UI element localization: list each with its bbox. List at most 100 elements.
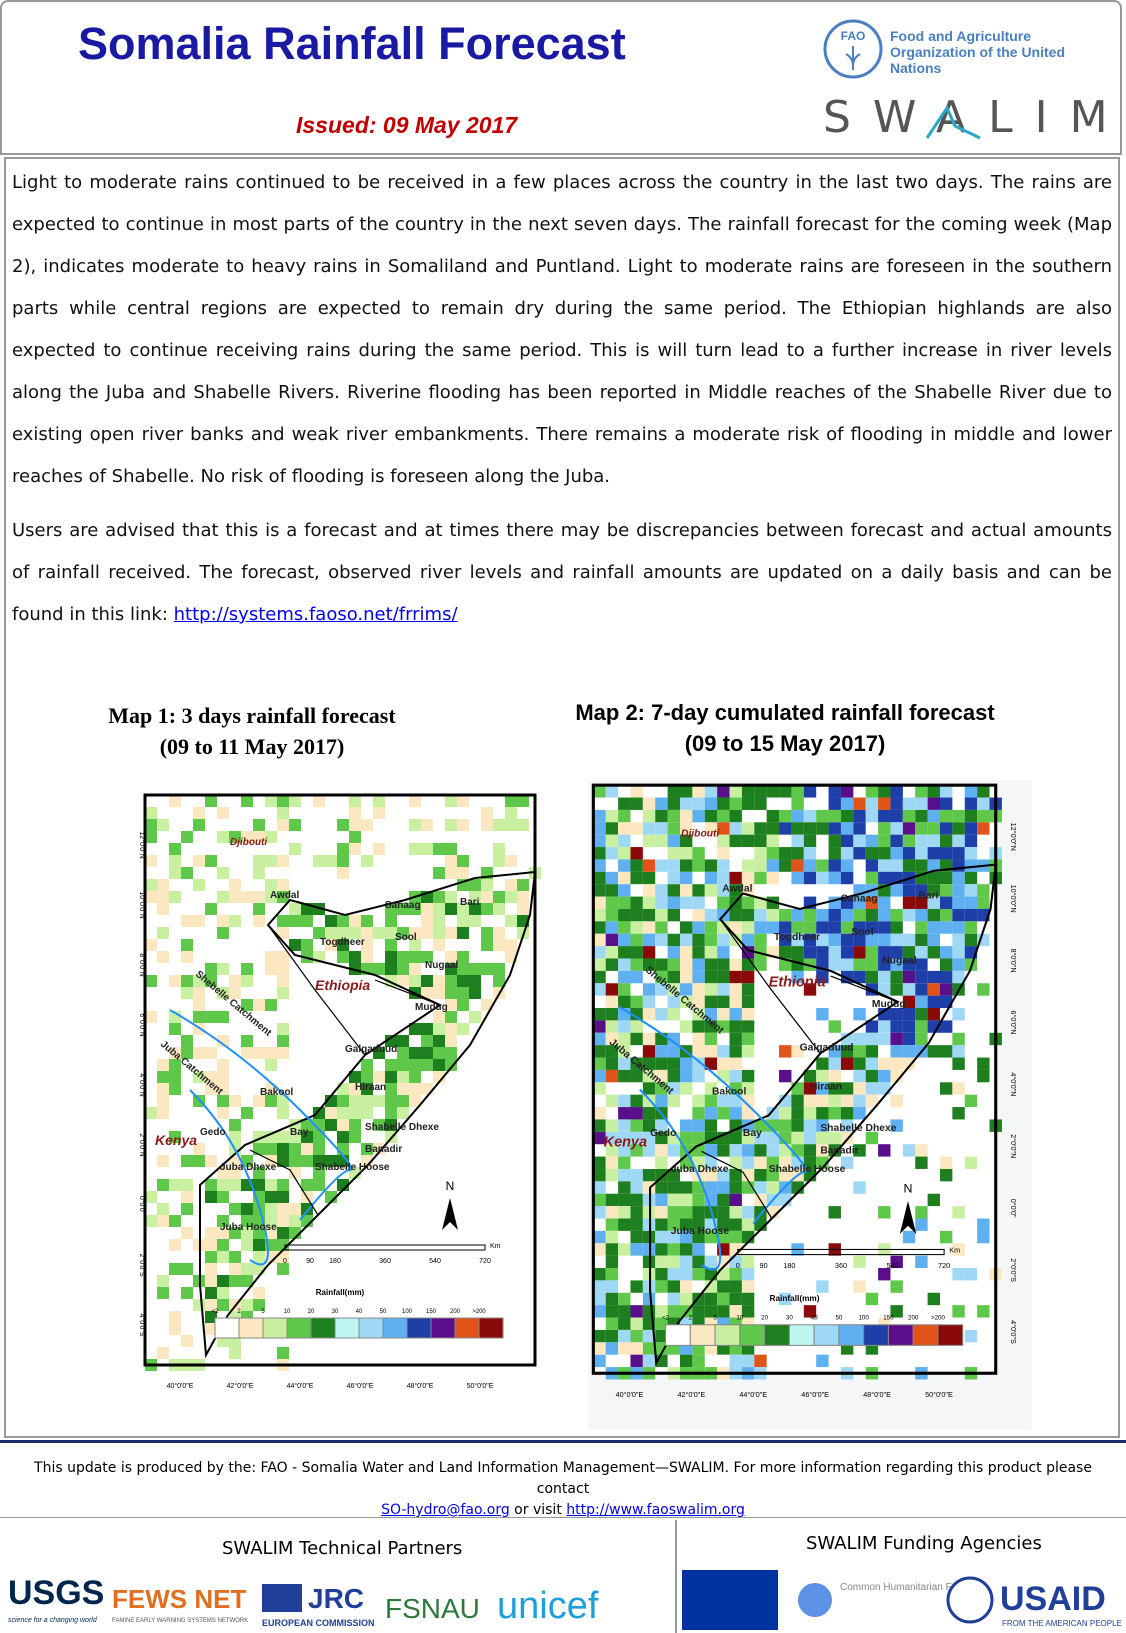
email-link[interactable]: SO-hydro@fao.org [381,1502,510,1518]
rain-cell [890,1094,903,1108]
rain-cell [217,1275,229,1287]
place-label: Kenya [604,1134,647,1150]
rain-cell [301,1143,313,1155]
rain-cell [593,1156,606,1169]
rain-cell [205,975,217,987]
rain-cell [890,834,903,848]
rain-cell [741,1069,755,1083]
rain-cell [692,908,705,922]
rain-cell [704,995,718,1009]
rain-cell [878,908,891,922]
rain-cell [593,1243,606,1256]
rain-cell [940,946,953,959]
lat-label: 8°0'0"N [1009,949,1018,973]
rain-cell [618,1020,631,1033]
rain-cell [397,927,409,939]
map-subheading: (09 to 15 May 2017) [684,731,886,756]
place-label: Bakool [260,1087,294,1098]
rain-cell [373,1071,385,1083]
rain-cell [952,921,965,934]
rain-cell [766,1119,780,1132]
rain-cell [754,1156,767,1169]
rain-cell [265,1179,277,1191]
rain-cell [445,1011,457,1023]
rain-cell [265,879,277,891]
rain-cell [618,1168,631,1182]
scale-label: 360 [379,1258,391,1265]
rain-cell [717,1181,730,1194]
rain-cell [373,807,385,819]
rain-cell [840,809,854,823]
site-link[interactable]: http://www.faoswalim.org [566,1502,745,1518]
rain-cell [145,891,157,903]
rain-cell [964,884,978,897]
somalia-outline [199,870,537,1359]
rain-cell [445,999,457,1011]
rain-cell [741,970,755,984]
rain-cell [145,1107,157,1119]
rain-cell [902,1144,916,1157]
rain-cell [385,915,397,927]
rain-cell [964,908,978,922]
rain-cell [618,896,631,909]
rain-cell [217,1179,229,1191]
rain-cell [593,1193,606,1207]
rain-cell [618,1181,631,1194]
rain-cell [890,809,903,823]
fews-tag: FAMINE EARLY WARNING SYSTEMS NETWORK [112,1618,248,1624]
rain-cell [361,819,373,831]
rain-cell [630,995,643,1009]
rain-cell [741,785,755,798]
rain-cell [692,970,705,984]
rain-cell [927,1008,940,1021]
legend-label: 10 [284,1309,291,1315]
rain-cell [878,1008,891,1021]
rain-cell [717,995,730,1009]
rain-cell [169,1239,181,1251]
rain-cell [642,1131,656,1145]
rain-cell [157,1275,169,1287]
rain-cell [630,958,643,971]
rain-cell [241,1227,253,1239]
place-label: Awdal [722,883,752,894]
rain-cell [927,933,940,947]
rain-cell [642,1045,656,1058]
rain-cell [481,903,493,915]
partners-heading: SWALIM Technical Partners [222,1538,463,1559]
rain-cell [902,834,916,848]
rain-cell [704,871,718,885]
rain-cell [667,809,680,823]
rain-cell [816,1082,829,1095]
rain-cell [618,1119,631,1132]
rain-cell [902,958,916,971]
rain-cell [205,1251,217,1263]
rain-cell [655,983,668,996]
rain-cell [940,958,953,971]
org-name: Food and Agriculture Organization of the… [890,28,1065,76]
somalia-outline [649,863,997,1367]
usgs: USGS [8,1574,104,1612]
scale-label: 720 [938,1261,950,1270]
rain-cell [865,871,879,885]
link[interactable]: http://systems.faoso.net/frrims/ [173,604,458,625]
rain-cell [205,1311,217,1323]
legend-swatch [739,1324,766,1346]
rain-cell [193,1047,205,1059]
rain-cell [692,1218,705,1231]
place-label: Juba Dhexe [220,1162,277,1173]
boundary [249,924,441,1216]
legend-swatch [214,1317,240,1339]
rain-cell [692,1032,705,1046]
rain-cell [349,1071,361,1083]
rain-cell [741,1020,755,1033]
rain-cell [741,1032,755,1046]
rain-cell [704,1107,718,1120]
rain-cell [642,1305,656,1318]
rain-cell [915,1218,928,1231]
rain-cell [878,1206,891,1219]
rain-cell [253,831,265,843]
rain-cell [397,975,409,987]
rain-cell [840,1057,854,1070]
rain-cell [667,1094,680,1108]
rain-cell [361,855,373,867]
